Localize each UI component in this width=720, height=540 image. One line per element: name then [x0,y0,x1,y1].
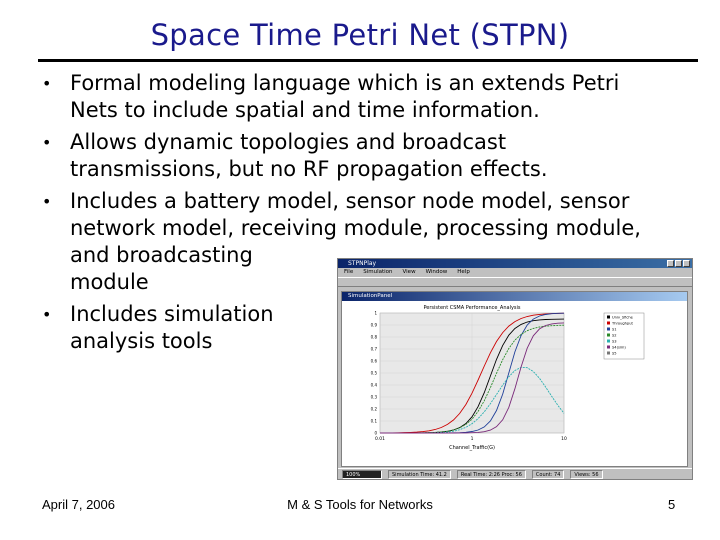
bullet-dot-icon: • [42,74,52,93]
y-tick-label: 1 [374,311,377,316]
legend-label: S3 [612,340,617,344]
series-line [380,322,565,434]
bullet-item: • Includes a battery model, sensor node … [38,188,688,296]
bullet-dot-icon: • [42,192,52,211]
bullet-line: transmissions, but no RF propagation eff… [70,157,548,181]
chart-series [380,312,565,434]
app-window-title: STPNPlay [348,260,377,267]
status-progress: 100% [342,470,382,479]
y-tick-label: 0.9 [371,323,378,328]
embedded-app-screenshot: STPNPlay File Simulation View Window Hel… [337,258,693,480]
x-axis-ticks: 0.01 1 10 [375,436,567,442]
bullet-line: analysis tools [70,329,213,353]
status-views: Views: 56 [570,470,603,479]
menu-item: View [402,269,416,275]
legend-swatch [607,315,610,319]
legend-label: S1 [612,328,617,332]
footer-center-text: M & S Tools for Networks [287,497,433,512]
bullet-line: module [70,270,149,294]
bullet-list: • Formal modeling language which is an e… [38,70,688,360]
performance-chart: Persistent CSMA Performance_Analysis 00.… [371,305,645,451]
bullet-line: Includes a battery model, sensor node mo… [70,189,630,213]
legend-swatch [607,333,610,337]
maximize-icon [675,260,682,267]
bullet-line: Formal modeling language which is an ext… [70,71,620,95]
y-tick-label: 0.8 [371,335,378,340]
y-tick-label: 0.6 [371,359,378,364]
legend-swatch [607,339,610,343]
y-tick-label: 0.2 [371,407,378,412]
menu-item: Help [457,269,470,275]
legend-entries: Univ_Sfiche Throughput S1 S2 S3 S4(sim) S5 [607,315,634,356]
menu-item: File [344,269,354,275]
minimize-icon [667,260,674,267]
legend-swatch [607,327,610,331]
x-axis-label: Channel_Traffic(G) [449,445,495,451]
bullet-line: Allows dynamic topologies and broadcast [70,130,507,154]
app-status-bar: 100% Simulation Time: 41.2 Real Time: 2:… [338,468,692,479]
bullet-item: • Formal modeling language which is an e… [38,70,688,124]
legend-swatch [607,345,610,349]
app-toolbar [338,277,692,287]
app-title-bar: STPNPlay [338,259,692,268]
bullet-dot-icon: • [42,305,52,324]
bullet-line: network model, receiving module, process… [70,216,641,240]
bullet-item: • Includes simulation analysis tools [38,301,688,355]
bullet-line: and broadcasting [70,243,253,267]
panel-title: SimulationPanel [342,292,687,301]
legend-label: S4(sim) [612,346,626,350]
bullet-dot-icon: • [42,133,52,152]
bullet-item: • Allows dynamic topologies and broadcas… [38,129,688,183]
status-sim-time: Simulation Time: 41.2 [388,470,451,479]
x-tick-label: 1 [471,436,474,442]
status-real-time: Real Time: 2:26 Proc: 56 [456,470,526,479]
simulation-panel: SimulationPanel Persistent CSMA Performa… [341,291,688,467]
close-icon [683,260,690,267]
y-tick-label: 0.1 [371,419,378,424]
menu-item: Simulation [363,269,393,275]
y-tick-label: 0 [374,431,377,436]
series-line [380,312,565,434]
legend-label: S2 [612,334,617,338]
status-count: Count: 74 [531,470,565,479]
y-tick-label: 0.7 [371,347,378,352]
y-tick-label: 0.3 [371,395,378,400]
legend-label: Univ_Sfiche [612,316,634,320]
chart-legend [603,312,645,360]
legend-label: S5 [612,352,617,356]
slide-title: Space Time Petri Net (STPN) [150,18,570,52]
legend-swatch [607,351,610,355]
legend-label: Throughput [611,322,633,326]
page-number: 5 [668,497,676,512]
legend-swatch [607,321,610,325]
title-underline [38,59,698,62]
y-tick-label: 0.4 [371,383,378,388]
x-tick-label: 10 [561,436,567,442]
chart-title: Persistent CSMA Performance_Analysis [423,305,520,311]
app-menu-bar: File Simulation View Window Help [338,268,692,277]
bullet-line: Includes simulation [70,302,274,326]
y-axis-ticks: 0 0.1 0.2 0.3 0.4 0.5 0.6 0.7 0.8 0.9 1 [371,311,378,436]
bullet-line: Nets to include spatial and time informa… [70,98,540,122]
y-tick-label: 0.5 [371,371,378,376]
menu-item: Window [425,269,448,275]
footer-date: April 7, 2006 [42,497,115,512]
x-tick-label: 0.01 [375,436,385,442]
